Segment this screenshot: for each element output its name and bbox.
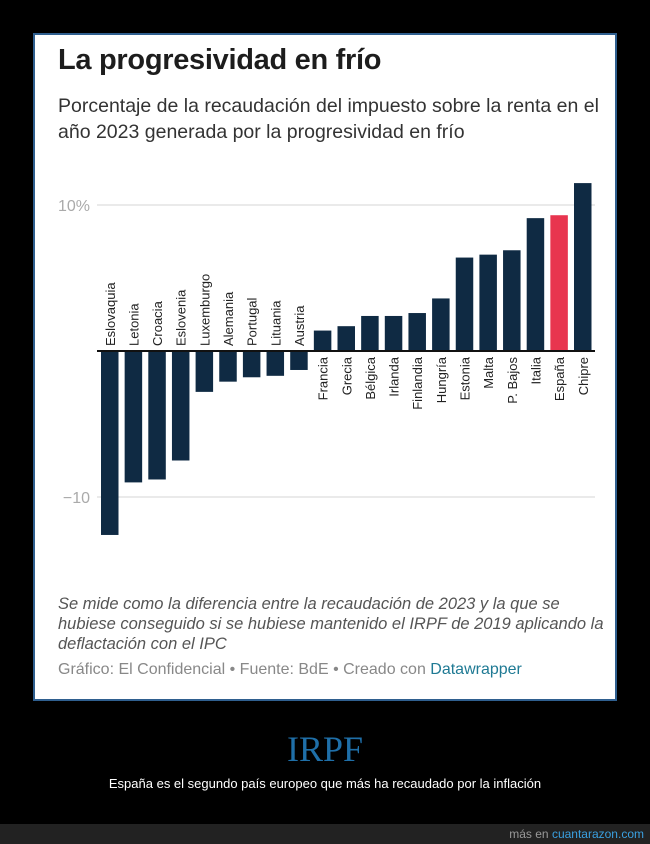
category-label: Chipre (576, 357, 591, 395)
bar-portugal (242, 351, 261, 378)
chart-credit: Gráfico: El Confidencial • Fuente: BdE •… (58, 660, 608, 680)
category-label: España (552, 356, 567, 401)
category-label: Bélgica (363, 356, 378, 399)
category-label: Eslovenia (174, 289, 189, 346)
bar-lituania (266, 351, 285, 376)
bar-croacia (148, 351, 166, 480)
chart-footer: Se mide como la diferencia entre la reca… (58, 594, 608, 680)
bar-luxemburgo (195, 351, 214, 392)
bar-p-bajos (503, 250, 521, 351)
category-label: P. Bajos (505, 357, 520, 404)
chart-note: Se mide como la diferencia entre la reca… (58, 595, 604, 653)
bar-chart: 10% −10 Eslovaquia Letonia Croacia Eslovenia L… (58, 183, 595, 535)
bar-bélgica (361, 315, 379, 351)
category-label: Francia (316, 356, 331, 400)
more-text: más en (509, 827, 552, 841)
datawrapper-link[interactable]: Datawrapper (430, 661, 522, 678)
post-caption: España es el segundo país europeo que má… (108, 776, 542, 791)
bar-malta (479, 254, 497, 351)
bar-eslovenia (171, 351, 190, 461)
bar-chipre (574, 183, 592, 351)
category-label: Lituania (268, 300, 283, 346)
category-label: Estonia (458, 356, 473, 400)
category-label: Italia (528, 356, 543, 384)
chart-subtitle: Porcentaje de la recaudación del impuest… (58, 95, 599, 143)
bar-letonia (124, 351, 143, 483)
category-label: Letonia (126, 303, 141, 346)
post-heading: IRPF (286, 729, 364, 769)
category-label: Eslovaquia (103, 282, 118, 346)
bar-grecia (337, 326, 355, 351)
category-label: Malta (481, 356, 496, 389)
category-label: Grecia (339, 356, 354, 395)
site-link[interactable]: cuantarazon.com (551, 827, 644, 841)
category-label: Hungría (434, 356, 449, 403)
bar-finlandia (408, 313, 426, 351)
bar-eslovaquia (101, 351, 119, 535)
y-tick-label: −10 (63, 490, 90, 507)
category-label: Croacia (150, 300, 165, 346)
category-label: Finlandia (410, 356, 425, 410)
category-label: Luxemburgo (197, 274, 212, 346)
bar-estonia (455, 257, 474, 351)
category-label: Austria (292, 305, 307, 346)
chart-title: La progresividad en frío (58, 44, 382, 76)
bar-hungría (432, 298, 450, 351)
site-footer: más en cuantarazon.com (0, 824, 650, 844)
bar-españa (550, 215, 568, 351)
bar-italia (526, 218, 545, 351)
category-label: Irlanda (387, 356, 402, 397)
bar-alemania (219, 351, 237, 382)
bar-irlanda (384, 315, 403, 351)
category-label: Portugal (245, 297, 260, 346)
y-tick-label: 10% (58, 198, 90, 215)
bar-austria (290, 351, 308, 370)
category-label: Alemania (221, 291, 236, 346)
credit-text: Gráfico: El Confidencial • Fuente: BdE •… (58, 661, 431, 678)
bar-francia (313, 330, 332, 351)
chart-header: La progresividad en frío Porcentaje de l… (58, 42, 606, 145)
